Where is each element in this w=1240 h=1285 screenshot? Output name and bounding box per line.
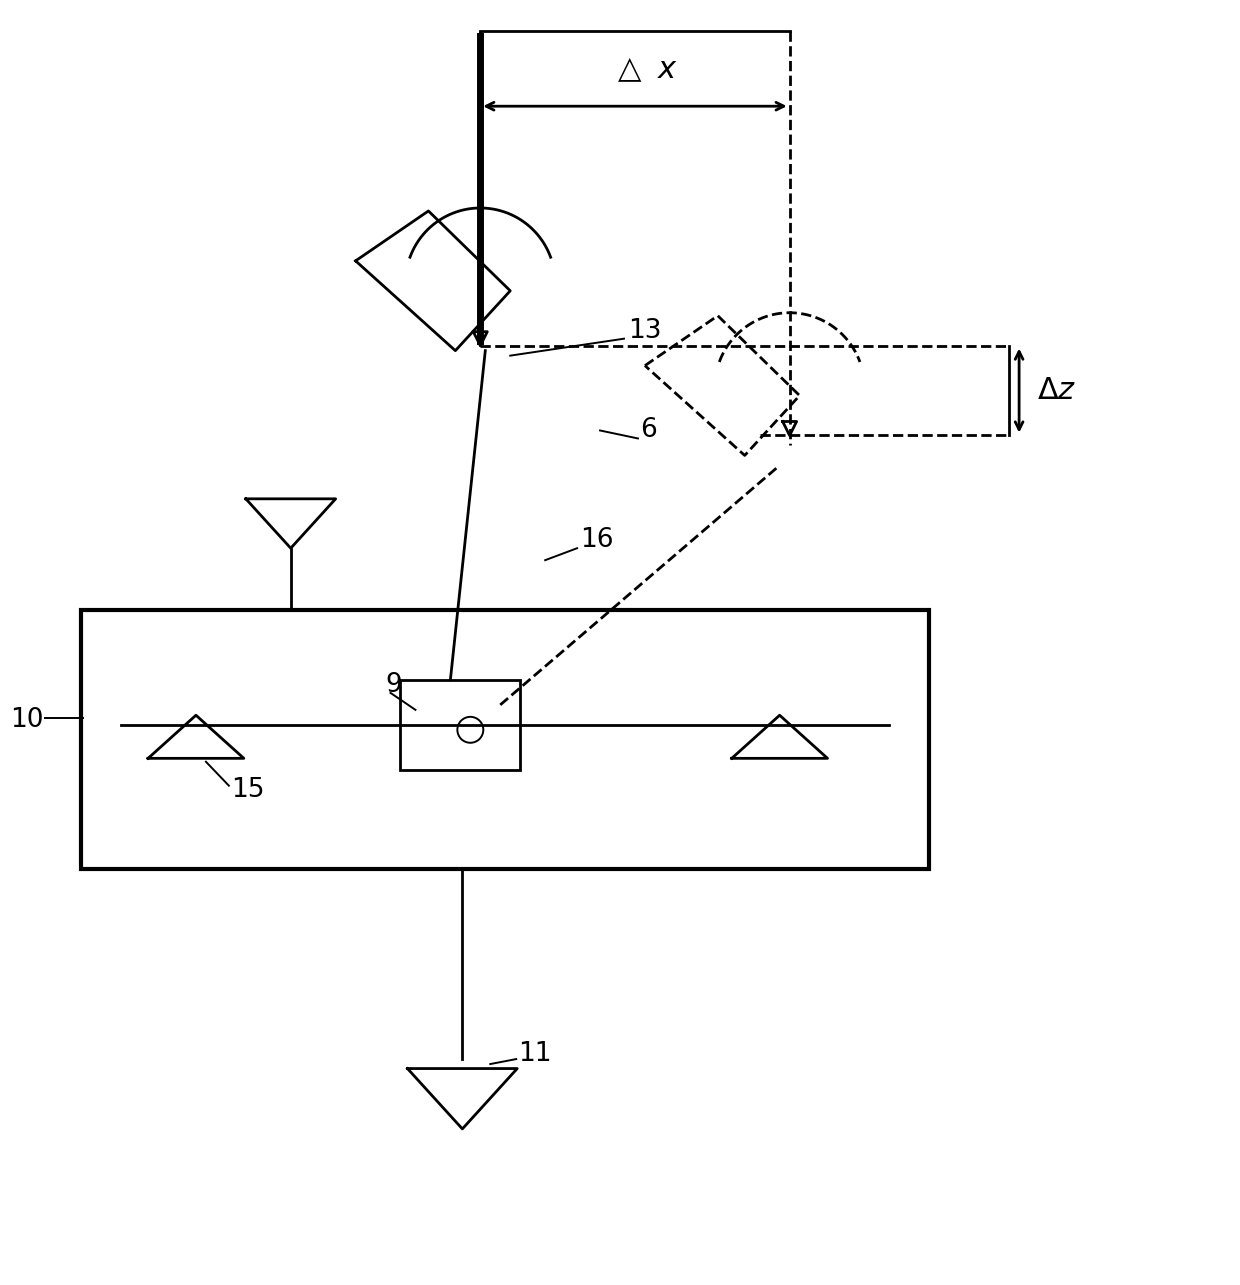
Text: $\Delta$z: $\Delta$z: [1037, 377, 1076, 405]
Text: 10: 10: [10, 707, 43, 732]
Bar: [81, 610, 929, 870]
Text: 11: 11: [518, 1041, 552, 1067]
Text: $\triangle$ x: $\triangle$ x: [613, 55, 677, 85]
Text: 13: 13: [627, 317, 661, 343]
Text: 9: 9: [386, 672, 402, 698]
Bar: [401, 680, 521, 770]
Text: 16: 16: [580, 527, 614, 554]
Text: 15: 15: [231, 776, 264, 803]
Text: 6: 6: [640, 418, 657, 443]
